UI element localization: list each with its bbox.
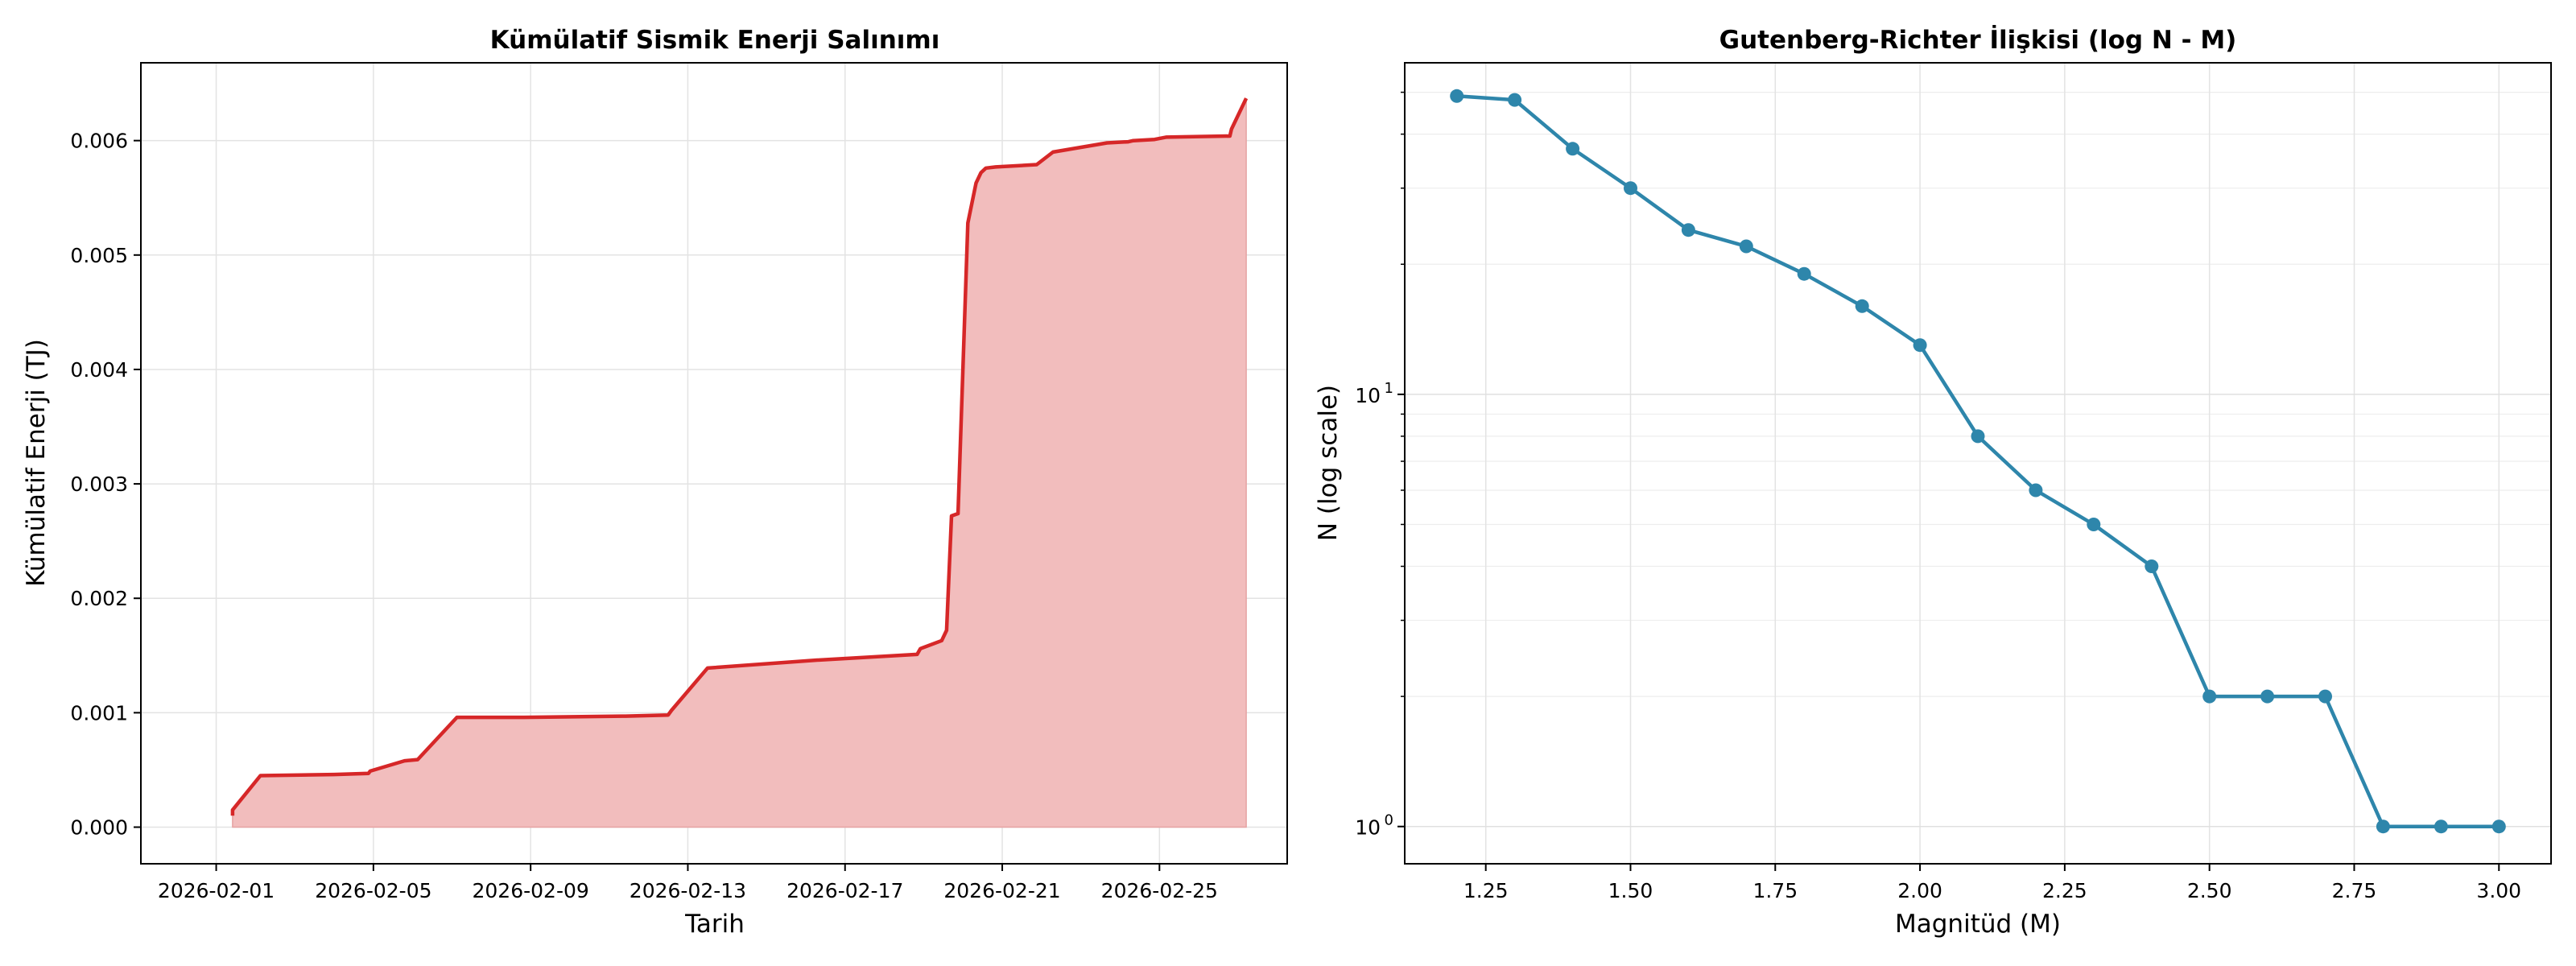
cumulative-energy-y-ticks: 0.000 0.001 0.002 0.003 0.004 0.005 0.006 bbox=[70, 130, 141, 840]
gutenberg-richter-point bbox=[2491, 819, 2506, 834]
x-tick-label: 2026-02-01 bbox=[158, 879, 275, 902]
gutenberg-richter-plot bbox=[1450, 89, 2506, 834]
gutenberg-richter-x-ticks: 1.25 1.50 1.75 2.00 2.25 2.50 2.75 3.00 bbox=[1463, 864, 2521, 902]
x-tick-label: 2026-02-13 bbox=[630, 879, 746, 902]
x-tick-label: 2.00 bbox=[1897, 879, 1942, 902]
y-tick-label: 0.000 bbox=[70, 816, 128, 840]
gutenberg-richter-frame bbox=[1404, 62, 2552, 865]
gutenberg-richter-point bbox=[1681, 223, 1695, 237]
y-tick-label: 0.006 bbox=[70, 130, 128, 153]
gutenberg-richter-point bbox=[1624, 181, 1637, 196]
gutenberg-richter-point bbox=[2202, 689, 2217, 704]
x-tick-label: 2026-02-05 bbox=[315, 879, 431, 902]
gutenberg-richter-point bbox=[2434, 819, 2448, 834]
gutenberg-richter-y-label: N (log scale) bbox=[1314, 385, 1343, 541]
y-tick-label: 0.003 bbox=[70, 473, 128, 496]
y-tick-label: 0.004 bbox=[70, 358, 128, 382]
gutenberg-richter-point bbox=[1450, 89, 1464, 103]
gutenberg-richter-point bbox=[1797, 266, 1811, 281]
x-tick-label: 2026-02-17 bbox=[786, 879, 903, 902]
gutenberg-richter-point bbox=[2318, 689, 2332, 704]
x-tick-label: 2.25 bbox=[2042, 879, 2087, 902]
x-tick-label: 2.75 bbox=[2332, 879, 2377, 902]
x-tick-label: 2.50 bbox=[2187, 879, 2232, 902]
gutenberg-richter-point bbox=[1913, 338, 1927, 353]
gutenberg-richter-grid bbox=[1405, 63, 2551, 864]
gutenberg-richter-point bbox=[1739, 239, 1753, 254]
y-tick-label: 0.002 bbox=[70, 587, 128, 610]
gutenberg-richter-point bbox=[2145, 559, 2159, 573]
y-tick-label: 0.001 bbox=[70, 701, 128, 724]
cumulative-energy-frame bbox=[140, 62, 1288, 865]
gutenberg-richter-point bbox=[2087, 518, 2101, 531]
gutenberg-richter-point bbox=[2260, 689, 2275, 704]
x-tick-label: 1.25 bbox=[1463, 879, 1509, 902]
gutenberg-richter-chart: Gutenberg-Richter İlişkisi (log N - M) 1… bbox=[1314, 26, 2552, 939]
gutenberg-richter-title: Gutenberg-Richter İlişkisi (log N - M) bbox=[1719, 26, 2237, 55]
x-tick-label: 2026-02-21 bbox=[943, 879, 1060, 902]
cumulative-energy-area bbox=[232, 97, 1247, 828]
cumulative-energy-x-ticks: 2026-02-01 2026-02-05 2026-02-09 2026-02-13… bbox=[158, 864, 1218, 902]
cumulative-energy-line bbox=[230, 97, 1249, 816]
y-tick-label: 10 bbox=[1355, 384, 1381, 407]
gutenberg-richter-point bbox=[1508, 93, 1522, 107]
y-tick-label: 10 bbox=[1355, 816, 1381, 840]
x-tick-label: 1.50 bbox=[1608, 879, 1653, 902]
gutenberg-richter-point bbox=[2029, 483, 2043, 497]
cumulative-energy-x-label: Tarih bbox=[684, 910, 745, 939]
gutenberg-richter-point bbox=[2376, 819, 2390, 834]
cumulative-energy-plot bbox=[230, 97, 1249, 828]
x-tick-label: 3.00 bbox=[2476, 879, 2521, 902]
x-tick-label: 2026-02-09 bbox=[473, 879, 589, 902]
cumulative-energy-chart: Kümülatif Sismik Enerji Salınımı 2026-02… bbox=[22, 26, 1288, 939]
y-tick-label: 0.005 bbox=[70, 244, 128, 267]
y-tick-exponent: 0 bbox=[1385, 812, 1393, 829]
gutenberg-richter-point bbox=[1566, 142, 1580, 156]
gutenberg-richter-x-label: Magnitüd (M) bbox=[1895, 910, 2061, 939]
x-tick-label: 2026-02-25 bbox=[1101, 879, 1218, 902]
x-tick-label: 1.75 bbox=[1752, 879, 1798, 902]
cumulative-energy-y-label: Kümülatif Enerji (TJ) bbox=[22, 339, 51, 587]
gutenberg-richter-point bbox=[1855, 299, 1869, 313]
y-tick-exponent: 1 bbox=[1385, 380, 1393, 397]
cumulative-energy-title: Kümülatif Sismik Enerji Salınımı bbox=[490, 26, 940, 55]
gutenberg-richter-point bbox=[1971, 429, 1985, 444]
